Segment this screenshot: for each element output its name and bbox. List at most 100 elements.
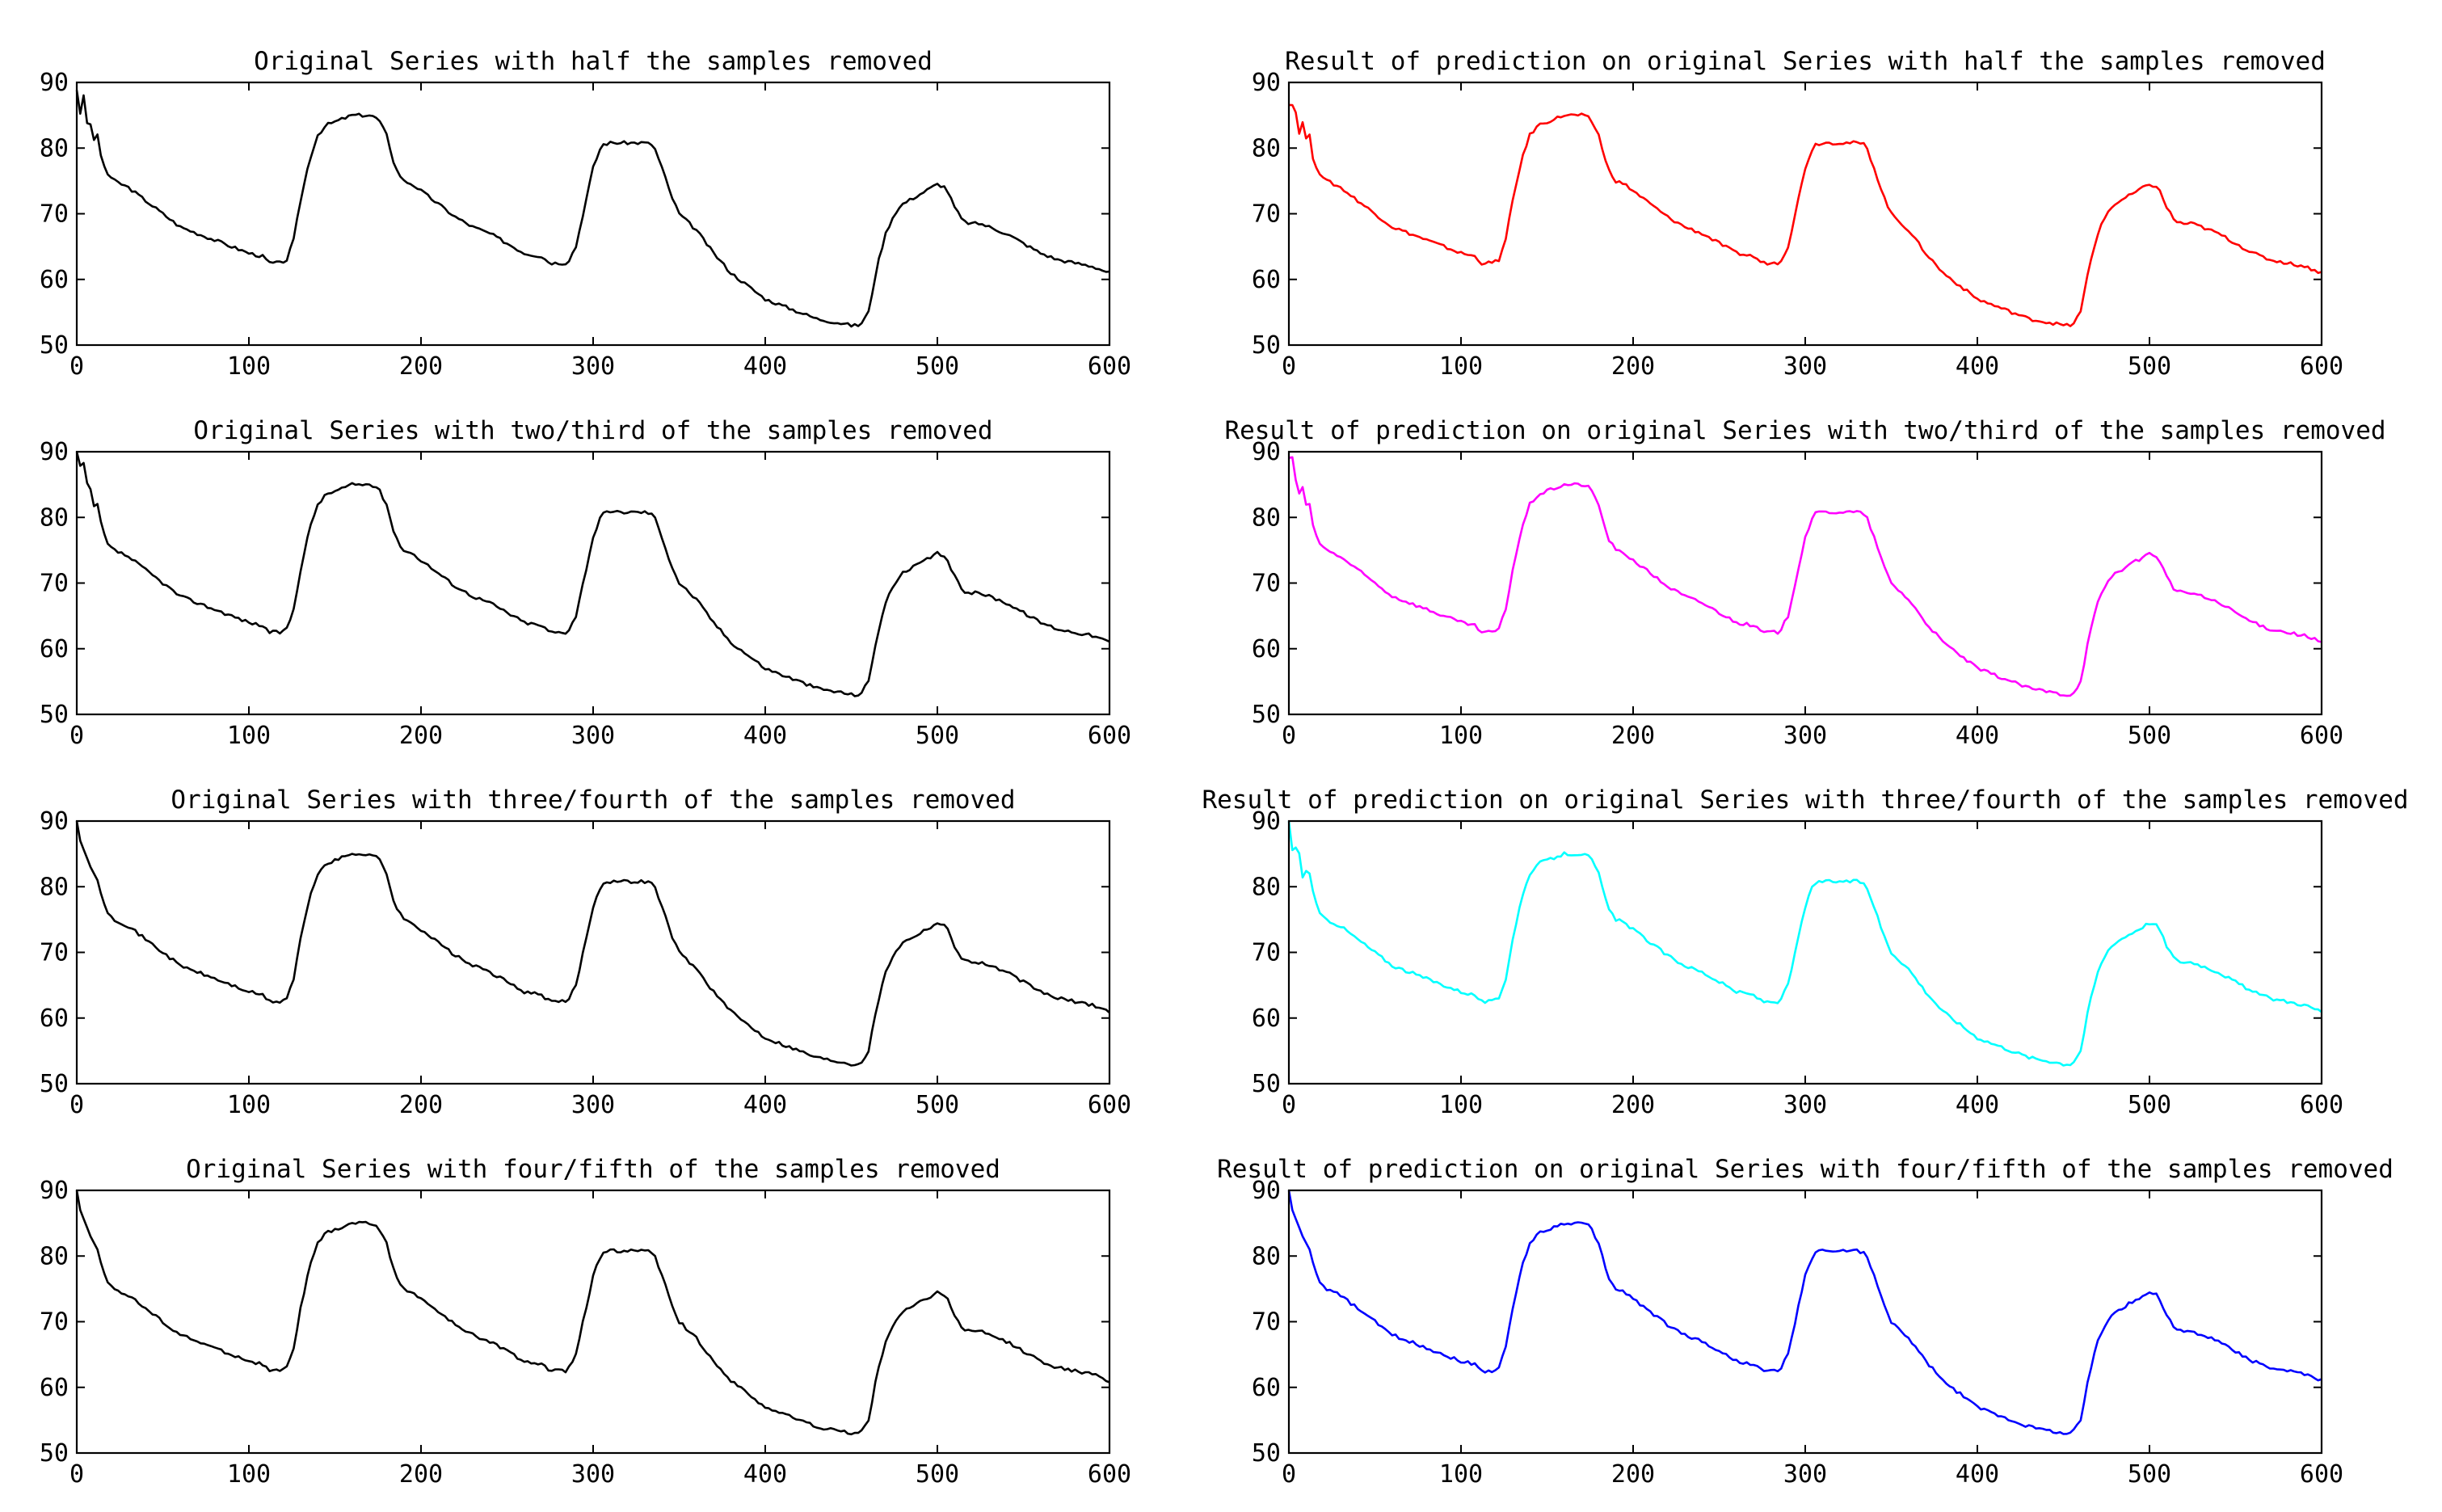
x-tick-label: 0 [1282, 722, 1296, 750]
x-tick-label: 200 [399, 1460, 443, 1489]
plot-frame [1287, 81, 2323, 347]
x-tick-label: 0 [69, 1460, 84, 1489]
x-tick-label: 0 [1282, 1460, 1296, 1489]
plot-frame [75, 81, 1111, 347]
y-tick-label: 90 [40, 438, 69, 466]
series-line-original-two-third [75, 451, 1110, 697]
y-tick-label: 70 [40, 570, 69, 598]
y-tick-label: 50 [40, 1070, 69, 1098]
y-tick-label: 90 [1252, 807, 1281, 836]
chart-title: Original Series with two/third of the sa… [193, 416, 992, 445]
x-tick-label: 100 [227, 352, 271, 381]
y-tick-label: 90 [40, 807, 69, 836]
y-tick-label: 70 [1252, 1308, 1281, 1337]
x-tick-label: 100 [1439, 722, 1483, 750]
x-tick-label: 300 [1783, 352, 1827, 381]
x-tick-label: 600 [1088, 1460, 1131, 1489]
x-tick-label: 400 [743, 1091, 787, 1119]
x-tick-label: 100 [1439, 352, 1483, 381]
y-tick-label: 60 [1252, 1004, 1281, 1033]
y-tick-label: 60 [40, 1004, 69, 1033]
y-tick-label: 50 [1252, 331, 1281, 360]
y-tick-label: 80 [1252, 503, 1281, 532]
plot-frame [75, 450, 1111, 716]
x-tick-label: 300 [1783, 722, 1827, 750]
x-tick-label: 200 [1611, 352, 1655, 381]
y-tick-label: 80 [40, 134, 69, 162]
y-tick-label: 50 [40, 331, 69, 360]
subplot-6: Result of prediction on original Series … [1202, 785, 2408, 1119]
chart-title: Original Series with four/fifth of the s… [186, 1155, 1000, 1184]
y-tick-label: 80 [40, 873, 69, 901]
x-tick-label: 0 [69, 722, 84, 750]
y-tick-label: 50 [1252, 1439, 1281, 1468]
chart-title: Original Series with three/fourth of the… [171, 785, 1015, 815]
x-tick-label: 400 [743, 722, 787, 750]
y-tick-label: 70 [1252, 939, 1281, 967]
x-tick-label: 0 [69, 1091, 84, 1119]
x-tick-label: 100 [1439, 1460, 1483, 1489]
y-tick-label: 90 [1252, 438, 1281, 466]
chart-title: Result of prediction on original Series … [1217, 1155, 2394, 1184]
y-tick-label: 80 [1252, 134, 1281, 162]
x-tick-label: 500 [2128, 722, 2171, 750]
x-tick-label: 500 [2128, 1091, 2171, 1119]
subplot-4: Result of prediction on original Series … [1224, 416, 2385, 750]
x-tick-label: 600 [2300, 352, 2343, 381]
plot-frame [75, 819, 1111, 1085]
series-line-prediction-two-third [1288, 456, 2322, 697]
x-tick-label: 200 [399, 722, 443, 750]
x-tick-label: 600 [2300, 722, 2343, 750]
y-tick-label: 60 [40, 266, 69, 294]
x-tick-label: 100 [227, 1091, 271, 1119]
x-tick-label: 500 [2128, 352, 2171, 381]
plot-frame [1287, 1189, 2323, 1455]
y-tick-label: 50 [40, 701, 69, 729]
x-tick-label: 400 [743, 352, 787, 381]
x-tick-label: 100 [227, 722, 271, 750]
x-tick-label: 200 [399, 1091, 443, 1119]
x-tick-label: 300 [1783, 1460, 1827, 1489]
y-tick-label: 90 [40, 1177, 69, 1205]
x-tick-label: 400 [1956, 722, 1999, 750]
x-tick-label: 200 [1611, 722, 1655, 750]
x-tick-label: 500 [916, 722, 959, 750]
y-tick-label: 60 [40, 1374, 69, 1402]
plot-frame [75, 1189, 1111, 1455]
series-line-original-four-fifth [75, 1190, 1110, 1436]
y-tick-label: 50 [40, 1439, 69, 1468]
y-tick-label: 80 [1252, 873, 1281, 901]
x-tick-label: 600 [1088, 1091, 1131, 1119]
y-tick-label: 80 [40, 503, 69, 532]
y-tick-label: 90 [1252, 69, 1281, 97]
series-line-original-three-fourth [75, 820, 1110, 1067]
y-tick-label: 50 [1252, 1070, 1281, 1098]
x-tick-label: 500 [916, 352, 959, 381]
y-tick-label: 60 [40, 635, 69, 663]
x-tick-label: 200 [1611, 1460, 1655, 1489]
chart-title: Result of prediction on original Series … [1224, 416, 2385, 445]
subplot-1: Original Series with half the samples re… [40, 47, 1131, 381]
x-tick-label: 500 [2128, 1460, 2171, 1489]
x-tick-label: 0 [1282, 352, 1296, 381]
y-tick-label: 70 [40, 200, 69, 229]
subplot-3: Original Series with two/third of the sa… [40, 416, 1131, 750]
x-tick-label: 200 [1611, 1091, 1655, 1119]
chart-title: Result of prediction on original Series … [1202, 785, 2408, 815]
y-tick-label: 70 [1252, 570, 1281, 598]
y-tick-label: 80 [40, 1242, 69, 1270]
y-tick-label: 90 [40, 69, 69, 97]
x-tick-label: 300 [571, 352, 615, 381]
x-tick-label: 600 [2300, 1091, 2343, 1119]
x-tick-label: 300 [571, 722, 615, 750]
series-line-prediction-half [1288, 103, 2322, 327]
plot-frame [1287, 450, 2323, 716]
chart-title: Original Series with half the samples re… [254, 47, 933, 76]
series-line-prediction-three-fourth [1287, 820, 2322, 1067]
series-line-prediction-four-fifth [1287, 1190, 2322, 1435]
x-tick-label: 600 [1088, 722, 1131, 750]
y-tick-label: 60 [1252, 1374, 1281, 1402]
y-tick-label: 70 [40, 1308, 69, 1337]
x-tick-label: 300 [571, 1091, 615, 1119]
x-tick-label: 300 [1783, 1091, 1827, 1119]
